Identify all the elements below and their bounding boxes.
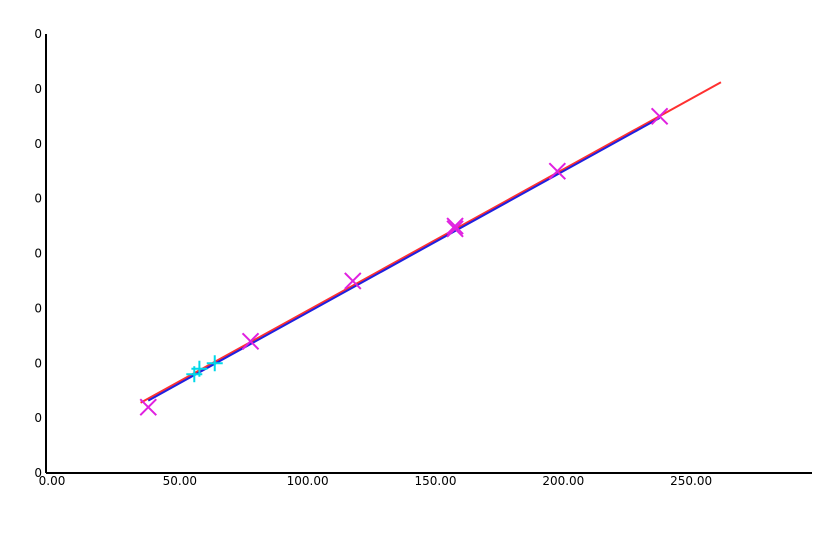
data-point-s1-4	[446, 217, 464, 235]
data-point-s1-3	[344, 272, 362, 290]
y-tick-label: 0	[34, 356, 42, 370]
data-point-s1-5	[446, 220, 464, 238]
x-tick-label: 50.00	[163, 474, 197, 488]
data-point-s2-3	[206, 355, 223, 372]
data-point-s1-6	[548, 162, 567, 180]
x-tick-label: 0.00	[39, 474, 66, 488]
data-point-s1-2	[241, 332, 260, 351]
x-tick-labels: 0.00 50.00 100.00 150.00 200.00 250.00	[39, 474, 713, 488]
fit-lines	[140, 81, 722, 404]
y-tick-label: 0	[34, 192, 42, 206]
y-tick-labels: 0 0 0 0 0 0 0 0 0	[34, 27, 42, 480]
data-point-s2-2	[191, 360, 208, 377]
x-tick-label: 200.00	[542, 474, 584, 488]
y-tick-label: 0	[34, 137, 42, 151]
y-tick-label: 0	[34, 247, 42, 261]
fit-line-1	[140, 81, 722, 404]
data-point-s1-1	[139, 398, 157, 416]
y-tick-label: 0	[34, 301, 42, 315]
y-tick-label: 0	[34, 82, 42, 96]
fit-line-2	[147, 117, 661, 402]
y-tick-label: 0	[34, 411, 42, 425]
data-markers	[139, 107, 669, 416]
x-tick-label: 100.00	[287, 474, 329, 488]
x-tick-label: 150.00	[415, 474, 457, 488]
x-tick-label: 250.00	[670, 474, 712, 488]
data-point-s1-7	[650, 107, 669, 126]
y-tick-label: 0	[34, 27, 42, 41]
y-tick-label: 0	[34, 466, 42, 480]
